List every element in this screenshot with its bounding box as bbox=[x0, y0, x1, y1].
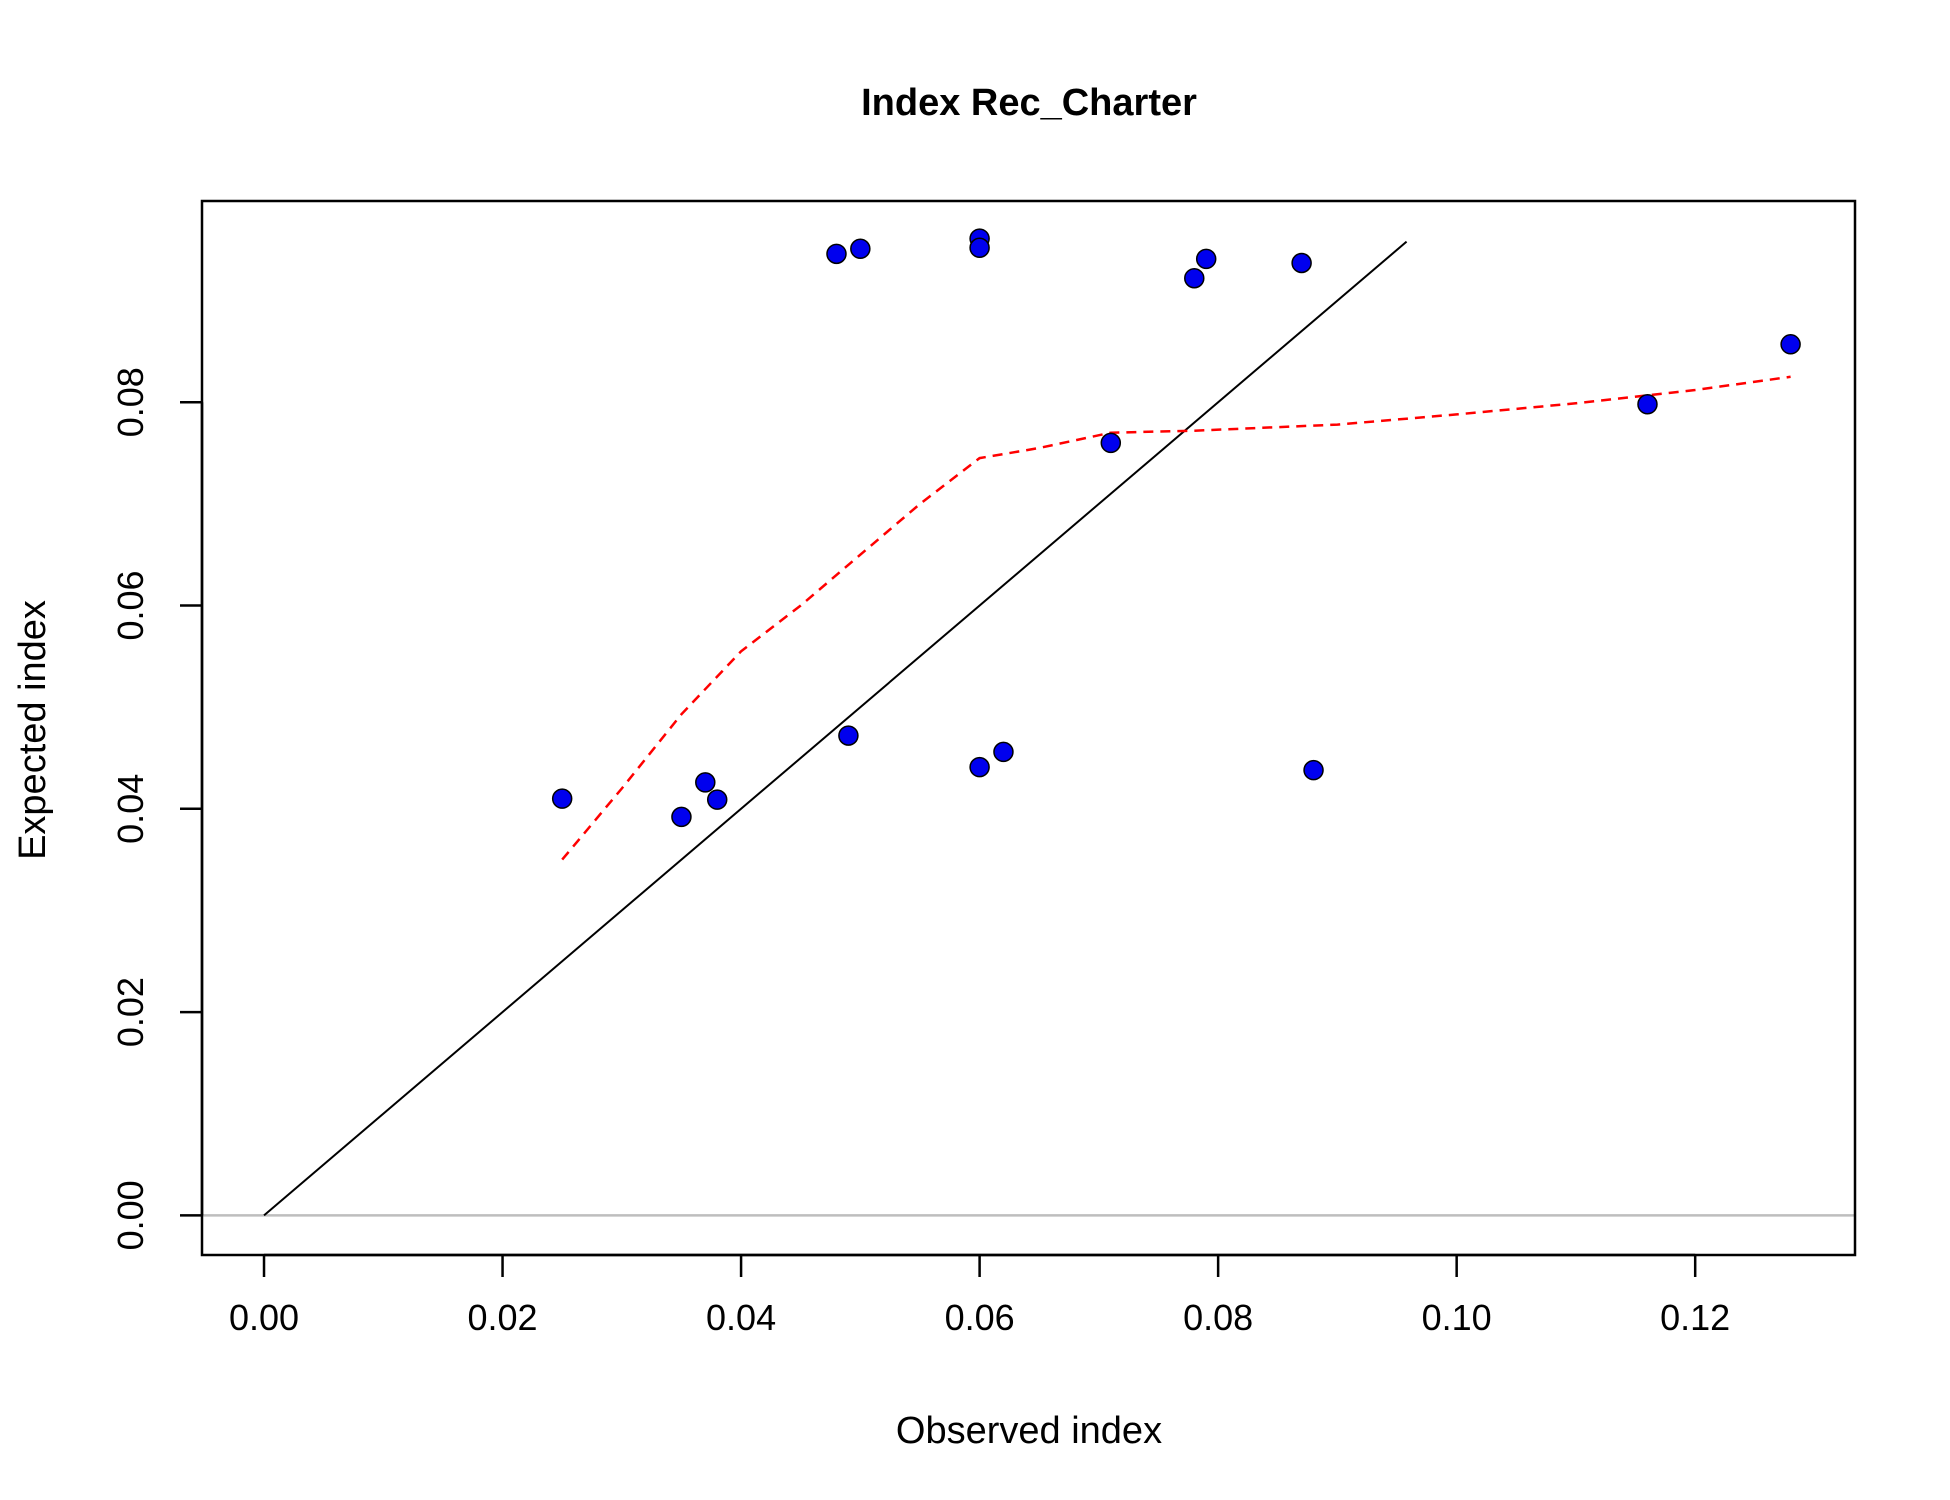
data-point bbox=[1780, 334, 1801, 355]
data-point bbox=[1637, 394, 1658, 415]
identity-line bbox=[263, 240, 1408, 1217]
data-point bbox=[1184, 267, 1205, 289]
data-point bbox=[993, 741, 1014, 763]
x-tick-label: 0.02 bbox=[468, 1297, 538, 1338]
x-axis-label: Observed index bbox=[896, 1410, 1162, 1452]
y-tick-label: 0.04 bbox=[110, 774, 151, 844]
data-point bbox=[706, 789, 728, 810]
x-tick-label: 0.10 bbox=[1422, 1297, 1492, 1338]
data-point bbox=[969, 756, 990, 778]
data-point bbox=[1100, 432, 1122, 454]
smoother-line bbox=[561, 375, 1791, 861]
data-point bbox=[1291, 252, 1312, 274]
y-axis-label: Expected index bbox=[12, 600, 54, 860]
data-point bbox=[850, 238, 871, 260]
plot-frame bbox=[200, 199, 1857, 1257]
data-point bbox=[1303, 759, 1324, 781]
plot-area: 0.00 0.02 0.04 0.06 0.08 0.10 0.12 0.00 0.02 0.04… bbox=[110, 199, 1857, 1338]
data-point bbox=[695, 772, 716, 793]
x-tick-label: 0.12 bbox=[1660, 1297, 1730, 1338]
x-tick-label: 0.06 bbox=[945, 1297, 1015, 1338]
data-point bbox=[826, 243, 847, 265]
chart-title: Index Rec_Charter bbox=[861, 82, 1197, 124]
data-point bbox=[969, 237, 990, 259]
data-point bbox=[551, 788, 573, 809]
data-point bbox=[838, 725, 859, 746]
data-point bbox=[1195, 248, 1217, 270]
x-tick-label: 0.00 bbox=[229, 1297, 299, 1338]
x-tick-label: 0.04 bbox=[706, 1297, 776, 1338]
y-tick-label: 0.08 bbox=[110, 367, 151, 437]
y-tick-label: 0.06 bbox=[110, 570, 151, 640]
x-tick-label: 0.08 bbox=[1183, 1297, 1253, 1338]
y-tick-label: 0.00 bbox=[110, 1180, 151, 1250]
data-point bbox=[671, 806, 692, 828]
y-tick-label: 0.02 bbox=[110, 977, 151, 1047]
